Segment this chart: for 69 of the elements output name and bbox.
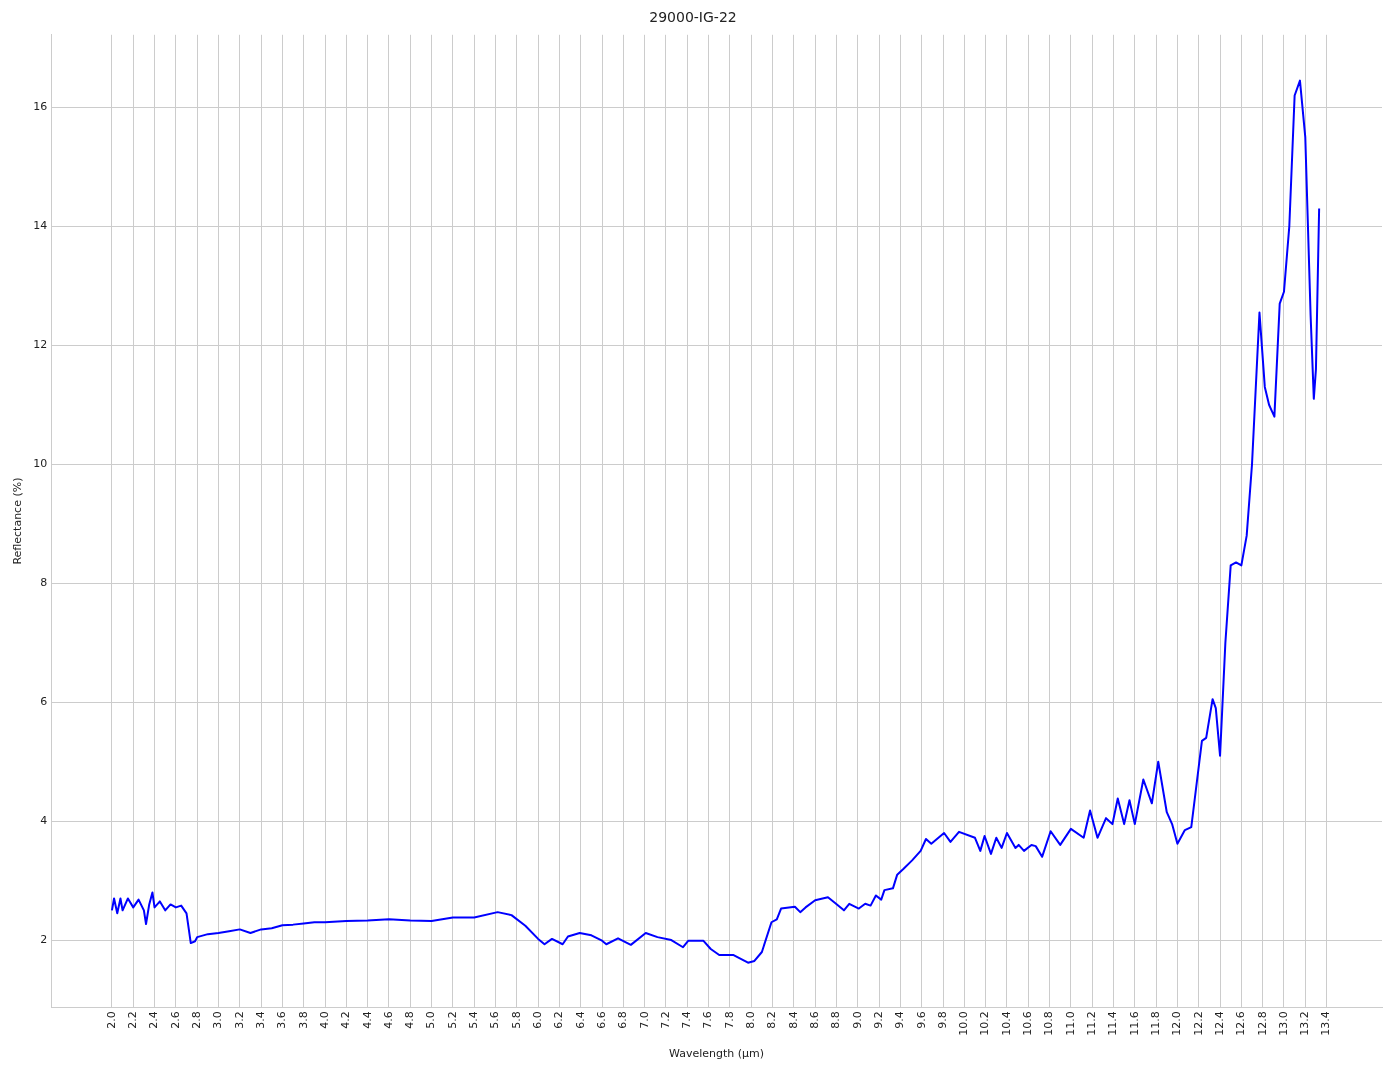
- x-tick-label: 3.6: [275, 1011, 289, 1029]
- x-tick-label: 2.2: [126, 1011, 140, 1029]
- x-tick-label: 11.6: [1127, 1011, 1141, 1036]
- x-tick-label: 10.6: [1021, 1011, 1035, 1036]
- x-tick-label: 8.6: [808, 1011, 822, 1029]
- x-tick-label: 4.8: [403, 1011, 417, 1029]
- x-tick-label: 11.0: [1063, 1011, 1077, 1036]
- x-axis-title: Wavelength (μm): [669, 1047, 765, 1061]
- y-tick-label: 14: [33, 219, 48, 233]
- x-tick-label: 5.6: [488, 1011, 502, 1029]
- x-tick-label: 7.2: [658, 1011, 672, 1029]
- x-tick-label: 5.0: [424, 1011, 438, 1029]
- x-tick-label: 11.8: [1148, 1011, 1162, 1036]
- x-tick-label: 7.6: [701, 1011, 715, 1029]
- y-tick-label: 6: [40, 695, 48, 709]
- x-tick-label: 9.6: [914, 1011, 928, 1029]
- y-tick-label: 10: [33, 457, 48, 471]
- x-tick-label: 13.0: [1276, 1011, 1290, 1036]
- x-tick-label: 8.2: [765, 1011, 779, 1029]
- x-tick-label: 6.8: [616, 1011, 630, 1029]
- x-tick-label: 5.4: [467, 1011, 481, 1029]
- x-tick-label: 7.8: [722, 1011, 736, 1029]
- x-tick-label: 5.2: [445, 1011, 459, 1029]
- x-tick-label: 12.6: [1234, 1011, 1248, 1036]
- x-tick-label: 4.2: [339, 1011, 353, 1029]
- x-tick-label: 9.0: [850, 1011, 864, 1029]
- x-tick-label: 6.6: [594, 1011, 608, 1029]
- x-tick-label: 7.0: [637, 1011, 651, 1029]
- x-tick-label: 2.8: [190, 1011, 204, 1029]
- y-axis-title: Reflectance (%): [11, 477, 25, 565]
- x-tick-label: 13.4: [1319, 1011, 1333, 1036]
- x-tick-label: 13.2: [1298, 1011, 1312, 1036]
- x-tick-label: 3.8: [296, 1011, 310, 1029]
- x-tick-label: 2.6: [168, 1011, 182, 1029]
- x-tick-label: 9.4: [893, 1011, 907, 1029]
- x-tick-label: 12.4: [1212, 1011, 1226, 1036]
- chart-title: 29000-IG-22: [649, 9, 737, 26]
- x-tick-label: 3.4: [253, 1011, 267, 1029]
- x-tick-label: 8.8: [829, 1011, 843, 1029]
- x-tick-label: 11.4: [1106, 1011, 1120, 1036]
- x-tick-label: 2.4: [147, 1011, 161, 1029]
- x-tick-label: 4.4: [360, 1011, 374, 1029]
- x-tick-label: 8.0: [744, 1011, 758, 1029]
- x-tick-label: 12.2: [1191, 1011, 1205, 1036]
- x-tick-label: 6.4: [573, 1011, 587, 1029]
- x-tick-label: 4.0: [317, 1011, 331, 1029]
- y-tick-label: 8: [40, 576, 48, 590]
- x-tick-label: 6.0: [530, 1011, 544, 1029]
- x-tick-label: 2.0: [104, 1011, 118, 1029]
- x-tick-label: 10.2: [978, 1011, 992, 1036]
- y-tick-label: 16: [33, 100, 48, 114]
- x-tick-label: 3.0: [211, 1011, 225, 1029]
- x-tick-label: 9.2: [871, 1011, 885, 1029]
- y-tick-label: 2: [40, 932, 48, 946]
- x-tick-label: 9.8: [935, 1011, 949, 1029]
- x-tick-label: 10.8: [1042, 1011, 1056, 1036]
- x-tick-label: 12.8: [1255, 1011, 1269, 1036]
- x-tick-label: 8.4: [786, 1011, 800, 1029]
- x-tick-label: 4.6: [381, 1011, 395, 1029]
- x-tick-label: 5.8: [509, 1011, 523, 1029]
- y-tick-label: 4: [40, 813, 48, 827]
- x-tick-label: 6.2: [552, 1011, 566, 1029]
- x-tick-label: 10.0: [957, 1011, 971, 1036]
- x-tick-label: 10.4: [999, 1011, 1013, 1036]
- y-tick-label: 12: [33, 338, 48, 352]
- x-tick-label: 12.0: [1170, 1011, 1184, 1036]
- x-tick-label: 7.4: [680, 1011, 694, 1029]
- x-tick-label: 11.2: [1085, 1011, 1099, 1036]
- x-tick-label: 3.2: [232, 1011, 246, 1029]
